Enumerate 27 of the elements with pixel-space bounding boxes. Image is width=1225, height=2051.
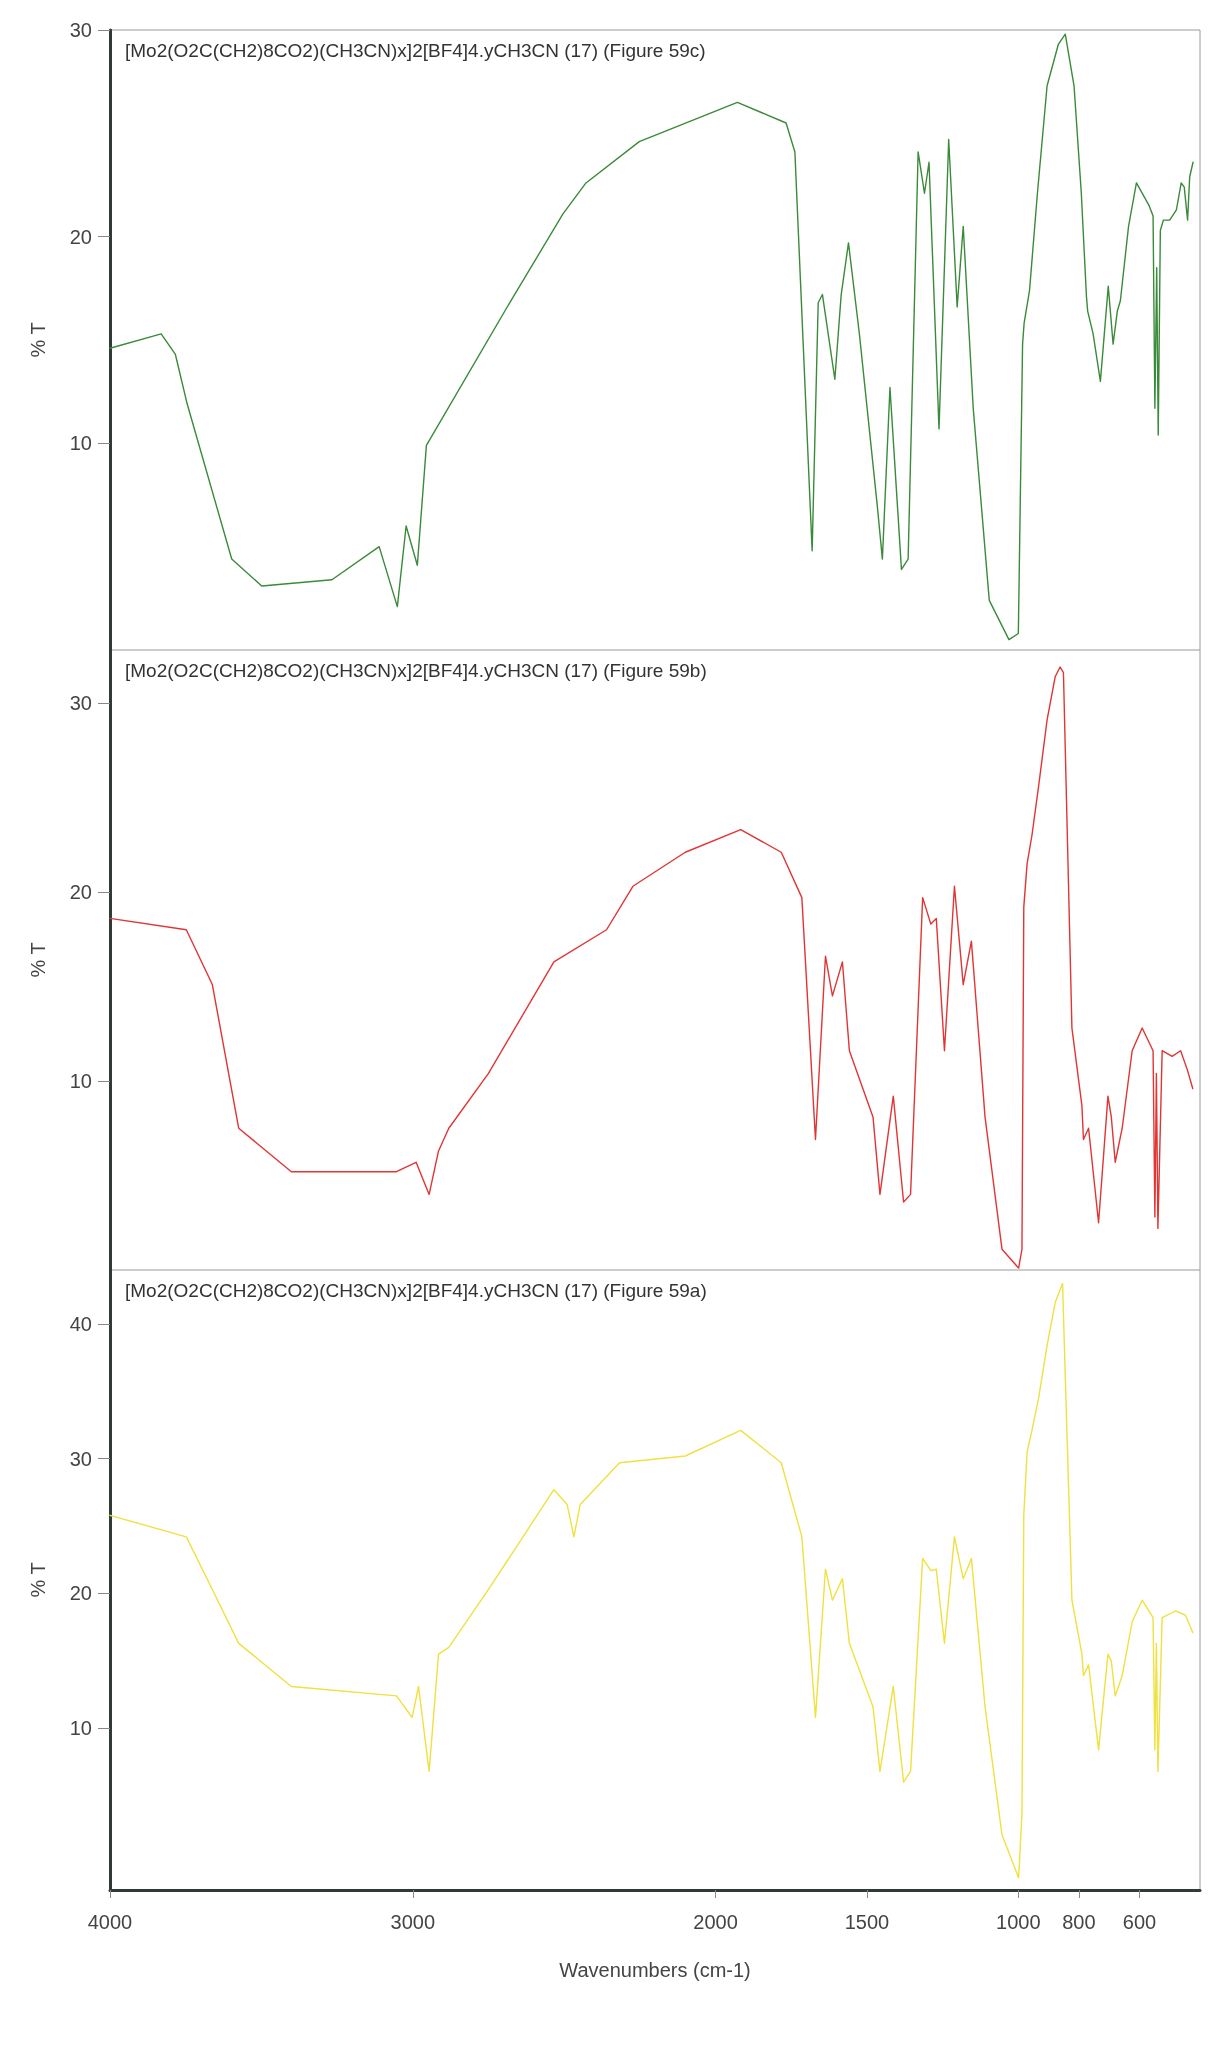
line-series (109, 1282, 1194, 1879)
x-tick-label: 600 (1122, 1911, 1157, 1933)
y-axis-title: % T (27, 322, 49, 358)
y-tick-label: 20 (69, 225, 92, 248)
x-tick-label: 1000 (996, 1911, 1041, 1933)
y-tick-label: 30 (69, 19, 92, 41)
line-series (109, 666, 1194, 1269)
x-tick-label: 4000 (87, 1911, 133, 1933)
y-tick-label: 30 (69, 1447, 92, 1470)
y-tick-label: 10 (69, 1717, 92, 1740)
y-axis-title: % T (27, 942, 49, 978)
x-tick-label: 3000 (390, 1911, 436, 1933)
y-tick-label: 30 (69, 691, 92, 714)
y-tick-label: 20 (69, 1582, 92, 1605)
x-tick-label: 1500 (844, 1911, 890, 1933)
text: [Mo2(O2C(CH2)8CO2)(CH3CN)x]2[BF4]4.yCH3CN (17) (Figure 59c) (125, 40, 706, 61)
y-tick-label: 40 (69, 1312, 92, 1335)
y-tick-label: 10 (69, 1069, 92, 1092)
x-axis-title: Wavenumbers (cm-1) (559, 1959, 751, 1981)
y-tick-label: 10 (69, 432, 92, 455)
line-series (109, 33, 1194, 641)
y-tick-label: 20 (69, 880, 92, 903)
x-tick-label: 800 (1062, 1911, 1096, 1933)
text: [Mo2(O2C(CH2)8CO2)(CH3CN)x]2[BF4]4.yCH3CN (17) (Figure 59b) (125, 660, 707, 681)
y-axis-title: % T (27, 1562, 49, 1598)
x-tick-label: 2000 (693, 1911, 738, 1933)
text: [Mo2(O2C(CH2)8CO2)(CH3CN)x]2[BF4]4.yCH3CN (17) (Figure 59a) (125, 1280, 707, 1301)
